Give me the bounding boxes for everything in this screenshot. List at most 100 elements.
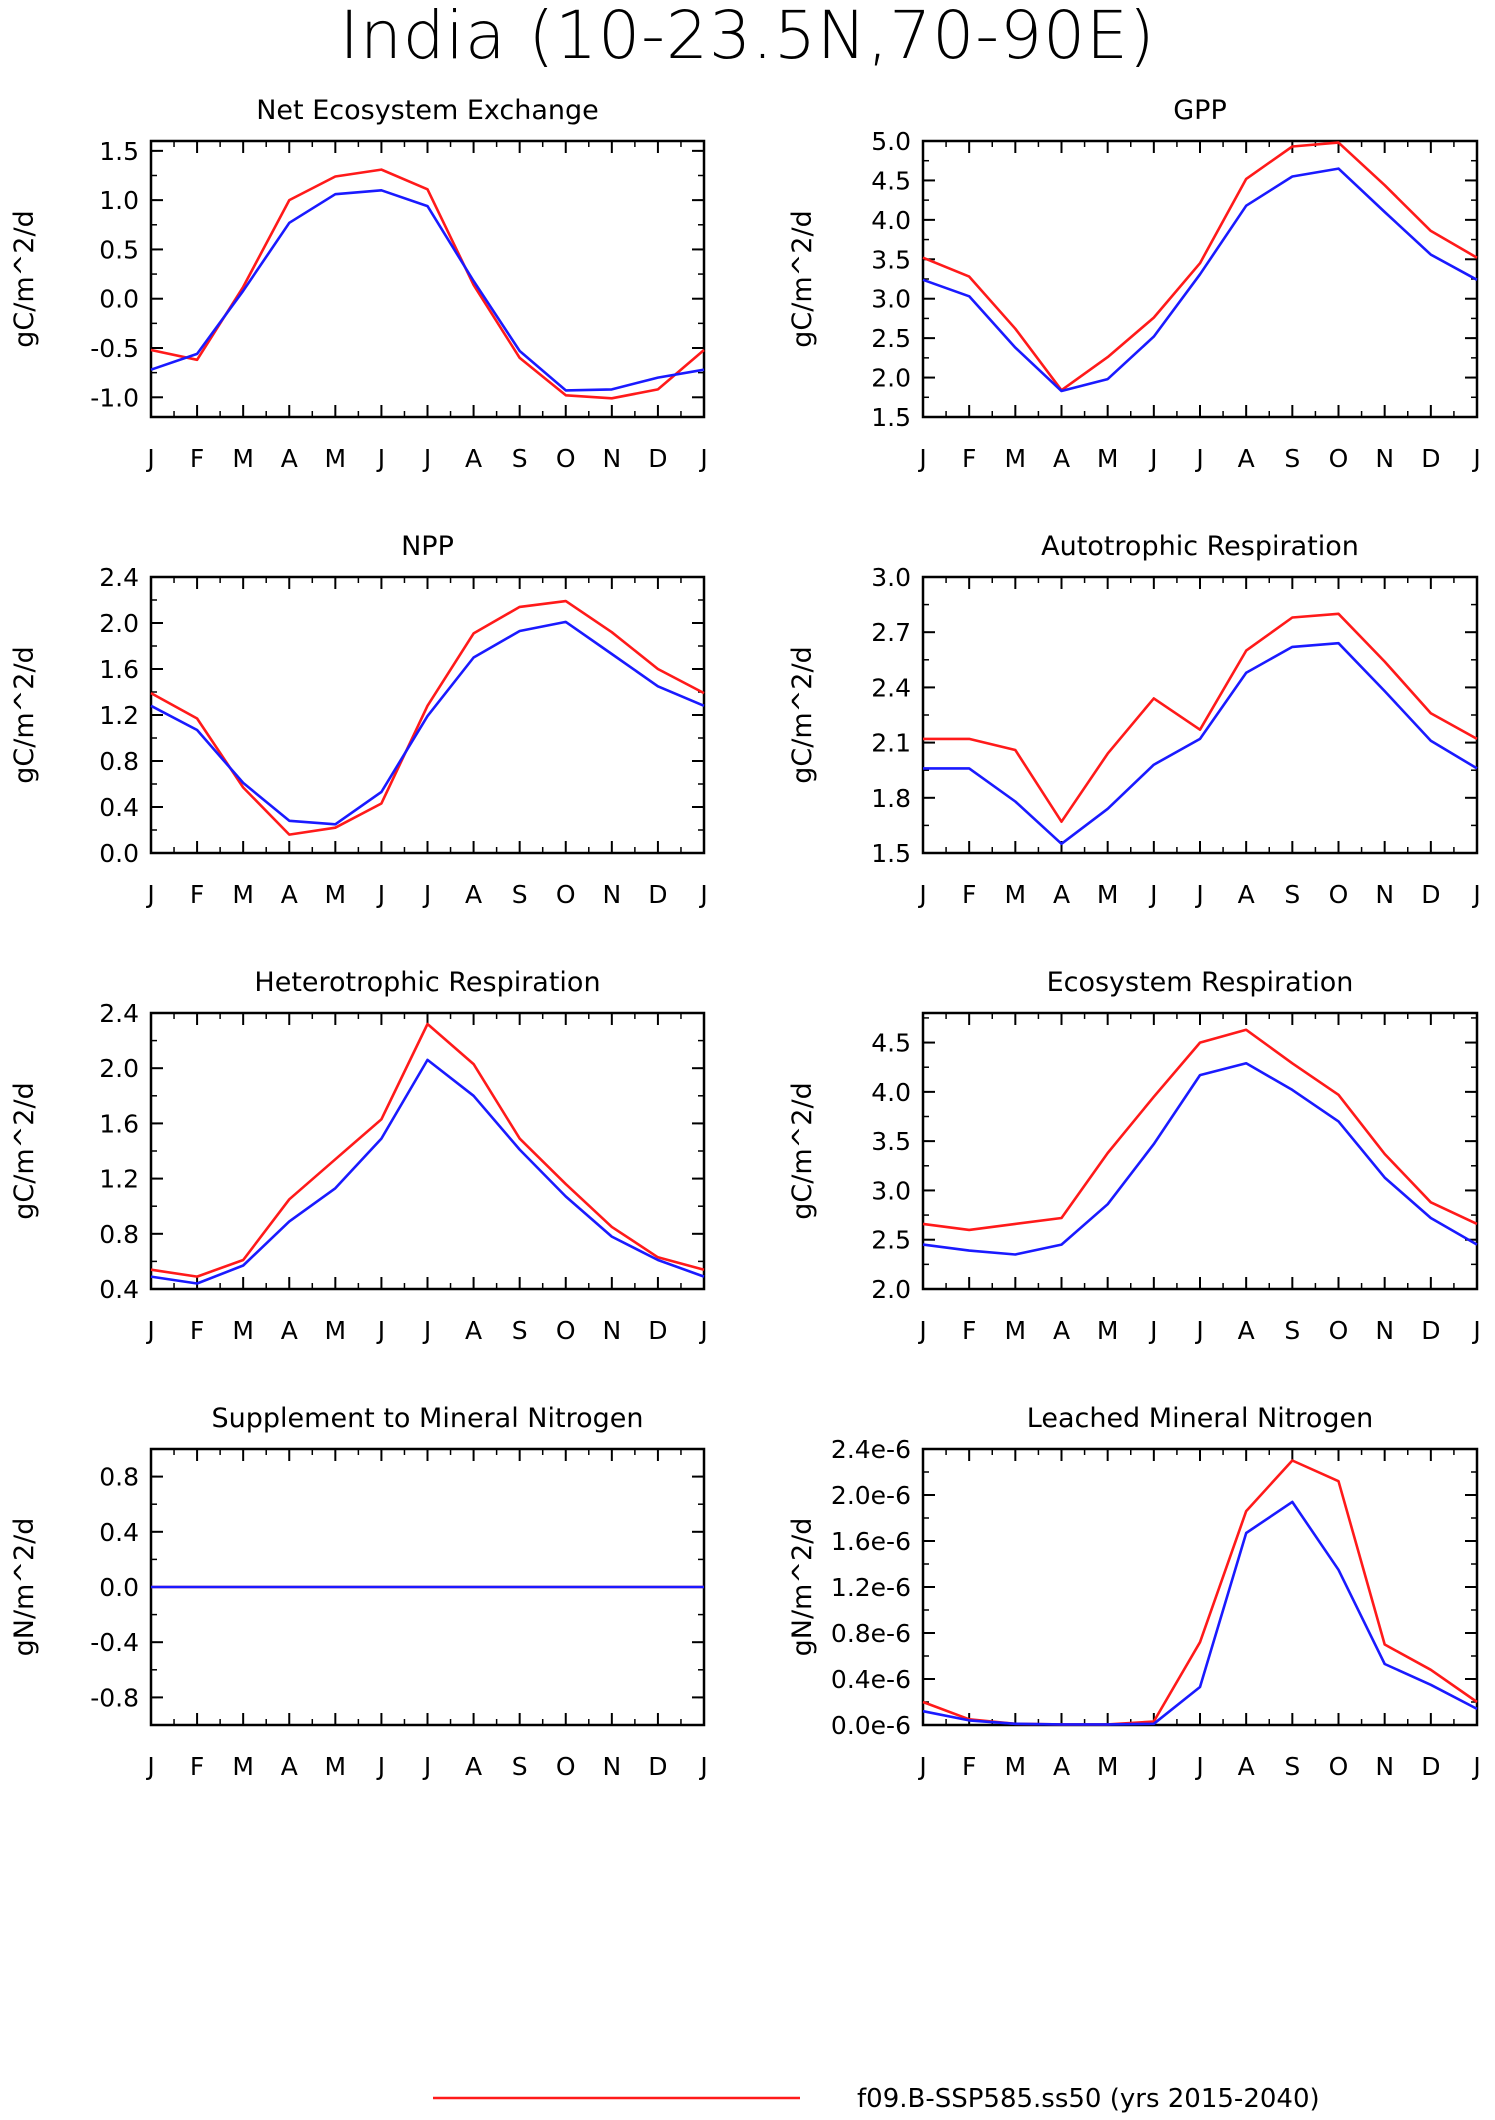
- x-tick-label: S: [512, 1752, 528, 1781]
- x-tick-label: J: [1148, 1316, 1157, 1345]
- x-tick-label: J: [1194, 1316, 1203, 1345]
- chart-panel: J F M A M J J A S O N D J1.51.82.12.42.73.0Autotroph…: [787, 531, 1481, 909]
- x-tick-label: O: [1329, 880, 1349, 909]
- x-tick-label: N: [602, 1752, 621, 1781]
- x-tick-label: J: [1194, 880, 1203, 909]
- y-tick-label: 0.4: [99, 1518, 139, 1547]
- x-tick-label: A: [1238, 880, 1255, 909]
- x-tick-label: J: [376, 444, 385, 473]
- y-tick-label: 1.2e-6: [831, 1573, 911, 1602]
- y-tick-label: 4.0: [871, 206, 911, 235]
- y-tick-label: 4.5: [871, 166, 911, 195]
- x-tick-label: D: [1421, 1316, 1440, 1345]
- x-tick-label: A: [465, 1752, 482, 1781]
- chart-panel: J F M A M J J A S O N D J0.0e-60.4e-60.8e-61.2e-61.6…: [787, 1403, 1481, 1781]
- x-tick-label: N: [1375, 444, 1394, 473]
- series-line-blue: [922, 1062, 1478, 1256]
- x-tick-label: S: [1284, 1316, 1300, 1345]
- x-tick-label: O: [556, 1316, 576, 1345]
- y-tick-label: 2.0: [871, 364, 911, 393]
- y-axis-label: gN/m^2/d: [787, 1518, 818, 1657]
- y-tick-label: 0.8: [99, 747, 139, 776]
- y-tick-label: 0.4: [99, 793, 139, 822]
- x-tick-label: J: [422, 1316, 431, 1345]
- x-tick-label: M: [1097, 444, 1119, 473]
- y-tick-label: 2.7: [871, 618, 911, 647]
- y-axis-label: gC/m^2/d: [9, 646, 40, 783]
- y-axis-label: gN/m^2/d: [9, 1518, 40, 1657]
- y-tick-label: 0.8e-6: [831, 1619, 911, 1648]
- x-tick-label: J: [698, 1752, 707, 1781]
- x-tick-label: M: [232, 1752, 254, 1781]
- y-tick-label: 0.0: [99, 839, 139, 868]
- x-tick-label: D: [648, 1316, 667, 1345]
- x-tick-label: M: [1097, 1316, 1119, 1345]
- series-line-blue: [150, 1058, 705, 1285]
- chart-panel: J F M A M J J A S O N D J0.00.40.81.21.62.02.4NPPgC/…: [9, 531, 708, 909]
- x-tick-label: M: [325, 444, 347, 473]
- chart-panel: J F M A M J J A S O N D J1.52.02.53.03.54.04.55.0GPP…: [787, 95, 1481, 473]
- x-tick-label: F: [962, 444, 976, 473]
- x-tick-label: D: [1421, 880, 1440, 909]
- x-tick-label: S: [1284, 880, 1300, 909]
- x-tick-label: M: [1005, 1316, 1027, 1345]
- x-tick-label: D: [648, 444, 667, 473]
- x-tick-label: A: [281, 1316, 298, 1345]
- x-tick-label: J: [1148, 1752, 1157, 1781]
- x-tick-label: J: [698, 880, 707, 909]
- x-tick-label: A: [1238, 1316, 1255, 1345]
- x-tick-label: M: [1005, 880, 1027, 909]
- x-tick-label: N: [602, 1316, 621, 1345]
- y-axis-label: gC/m^2/d: [787, 646, 818, 783]
- x-tick-label: A: [465, 1316, 482, 1345]
- y-tick-label: 2.0: [99, 1054, 139, 1083]
- x-tick-label: M: [1005, 444, 1027, 473]
- x-tick-label: S: [512, 444, 528, 473]
- x-tick-label: M: [1097, 1752, 1119, 1781]
- x-tick-label: N: [602, 444, 621, 473]
- x-tick-label: J: [145, 1316, 154, 1345]
- y-tick-label: 0.4e-6: [831, 1665, 911, 1694]
- y-tick-label: 1.6: [99, 1109, 139, 1138]
- x-tick-label: M: [325, 880, 347, 909]
- x-tick-label: J: [1471, 1316, 1480, 1345]
- y-tick-label: 3.0: [871, 285, 911, 314]
- x-tick-label: A: [1053, 880, 1070, 909]
- x-tick-label: A: [1238, 1752, 1255, 1781]
- x-tick-label: F: [962, 1316, 976, 1345]
- x-tick-label: J: [376, 1316, 385, 1345]
- x-tick-label: J: [1148, 880, 1157, 909]
- x-tick-label: O: [556, 880, 576, 909]
- plot-frame: [921, 1011, 1479, 1291]
- x-tick-label: S: [1284, 1752, 1300, 1781]
- series-line-blue: [150, 620, 705, 826]
- x-tick-label: J: [376, 880, 385, 909]
- x-tick-label: J: [145, 880, 154, 909]
- x-tick-label: N: [1375, 880, 1394, 909]
- y-tick-label: 0.8: [99, 1220, 139, 1249]
- y-tick-label: 3.0: [871, 563, 911, 592]
- y-tick-label: -0.4: [90, 1628, 139, 1657]
- y-tick-label: 2.1: [871, 729, 911, 758]
- y-tick-label: 0.0: [99, 1573, 139, 1602]
- x-tick-label: M: [232, 880, 254, 909]
- y-tick-label: 1.0: [99, 186, 139, 215]
- y-axis-label: gC/m^2/d: [787, 1082, 818, 1219]
- x-tick-label: J: [1148, 444, 1157, 473]
- x-tick-label: J: [917, 1752, 926, 1781]
- x-tick-label: S: [1284, 444, 1300, 473]
- y-tick-label: 1.6: [99, 655, 139, 684]
- x-tick-label: A: [1053, 444, 1070, 473]
- y-tick-label: 2.0: [871, 1275, 911, 1304]
- x-tick-label: F: [190, 880, 204, 909]
- x-tick-label: A: [281, 880, 298, 909]
- y-tick-label: 1.6e-6: [831, 1527, 911, 1556]
- x-tick-label: J: [145, 1752, 154, 1781]
- x-tick-label: J: [917, 444, 926, 473]
- x-tick-label: F: [962, 880, 976, 909]
- x-tick-label: J: [698, 444, 707, 473]
- x-tick-label: S: [512, 880, 528, 909]
- x-tick-label: A: [465, 444, 482, 473]
